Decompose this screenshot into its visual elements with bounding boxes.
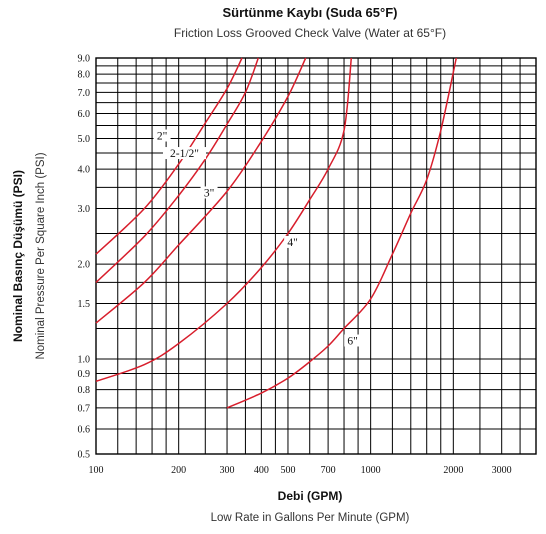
x-gridlines (95, 58, 537, 454)
y-tick-label: 2.0 (78, 260, 91, 271)
series-label-1: 2" (157, 131, 167, 143)
y-tick-label: 9.0 (78, 54, 91, 65)
y-tick-label: 3.0 (78, 204, 91, 215)
chart-title: Sürtünme Kaybı (Suda 65°F) (223, 5, 398, 20)
x-tick-label: 700 (321, 465, 336, 476)
x-tick-label: 2000 (443, 465, 463, 476)
y-axis-subtitle: Nominal Pressure Per Square Inch (PSI) (35, 152, 47, 359)
x-tick-label: 200 (171, 465, 186, 476)
y-tick-label: 0.9 (78, 369, 91, 380)
x-axis-subtitle: Low Rate in Gallons Per Minute (GPM) (211, 512, 410, 524)
series-label-bg (162, 147, 206, 160)
series-label-bg (284, 235, 302, 248)
x-tick-label: 3000 (492, 465, 512, 476)
x-tick-label: 500 (280, 465, 295, 476)
series-label-4: 4" (287, 237, 297, 249)
y-tick-label: 8.0 (78, 70, 91, 81)
series-curve-1 (95, 57, 243, 255)
chart-subtitle: Friction Loss Grooved Check Valve (Water… (174, 26, 446, 40)
series-label-bg (344, 334, 362, 347)
x-tick-labels: 100 200 300 400 500 700 1000 2000 3000 (89, 465, 512, 476)
series-curve-5 (226, 57, 458, 409)
y-gridlines (96, 57, 536, 455)
x-tick-label: 300 (220, 465, 235, 476)
y-tick-label: 0.7 (78, 403, 91, 414)
y-tick-label: 7.0 (78, 88, 91, 99)
series-curves (95, 57, 458, 409)
series-label-3: 3" (204, 187, 214, 199)
x-tick-label: 1000 (361, 465, 381, 476)
series-curve-2 (95, 57, 260, 283)
x-tick-label: 100 (89, 465, 104, 476)
series-label-2: 2-1/2" (170, 148, 199, 160)
y-tick-label: 6.0 (78, 109, 91, 120)
series-label-bg (153, 129, 171, 142)
y-tick-label: 4.0 (78, 165, 91, 176)
y-tick-labels: 9.0 8.0 7.0 6.0 5.0 4.0 3.0 2.0 1.5 1.0 0.9 0.8 0.7 0… (78, 54, 91, 461)
y-tick-label: 5.0 (78, 134, 91, 145)
y-tick-label: 0.6 (78, 425, 91, 436)
series-curve-4 (95, 57, 353, 383)
series-label-bg (200, 186, 218, 199)
x-tick-label: 400 (254, 465, 269, 476)
y-tick-label: 1.5 (78, 299, 91, 310)
x-axis-title: Debi (GPM) (278, 489, 343, 503)
series-labels: 2"2-1/2" 3" 4" 6" (153, 129, 362, 348)
y-tick-label: 0.5 (78, 450, 91, 461)
series-curve-3 (95, 57, 307, 324)
plot-area (95, 57, 537, 455)
plot-frame (95, 57, 537, 455)
y-tick-label: 0.8 (78, 385, 91, 396)
y-tick-label: 1.0 (78, 355, 91, 366)
series-label-5: 6" (347, 336, 357, 348)
y-axis-title: Nominal Basınç Düşümü (PSI) (11, 170, 25, 342)
